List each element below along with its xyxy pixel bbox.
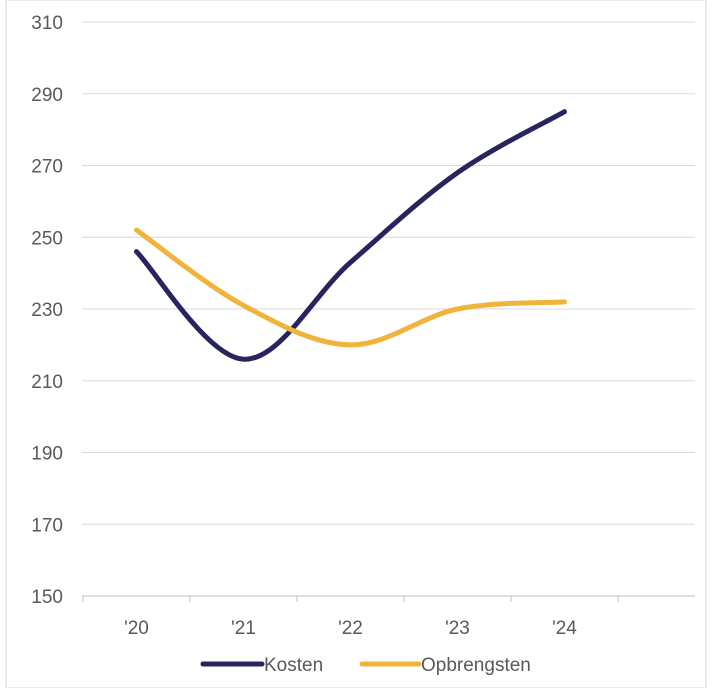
legend: Kosten Opbrengsten	[200, 655, 531, 676]
y-tick-label: 190	[31, 444, 63, 465]
x-axis	[82, 595, 695, 602]
x-tick-label: '23	[445, 618, 470, 639]
y-tick-label: 170	[31, 515, 63, 536]
series-line-kosten	[134, 109, 567, 362]
y-tick-label: 290	[31, 85, 63, 106]
legend-label-opbrengsten: Opbrengsten	[421, 655, 531, 676]
y-tick-label: 230	[31, 300, 63, 321]
y-tick-label: 310	[31, 13, 63, 34]
x-axis-tick-labels: '20 '21 '22 '23 '24	[124, 618, 577, 639]
y-tick-label: 270	[31, 157, 63, 178]
x-tick-label: '21	[231, 618, 256, 639]
y-tick-label: 250	[31, 228, 63, 249]
series-lines	[134, 109, 567, 362]
gridlines	[82, 21, 695, 525]
x-tick-label: '22	[338, 618, 363, 639]
y-tick-label: 210	[31, 372, 63, 393]
y-axis-tick-labels: 150 170 190 210 230 250 270 290 310	[31, 13, 63, 608]
series-line-opbrengsten	[134, 227, 567, 348]
y-tick-label: 150	[31, 587, 63, 608]
x-tick-label: '20	[124, 618, 149, 639]
legend-label-kosten: Kosten	[264, 655, 323, 676]
x-tick-label: '24	[552, 618, 577, 639]
